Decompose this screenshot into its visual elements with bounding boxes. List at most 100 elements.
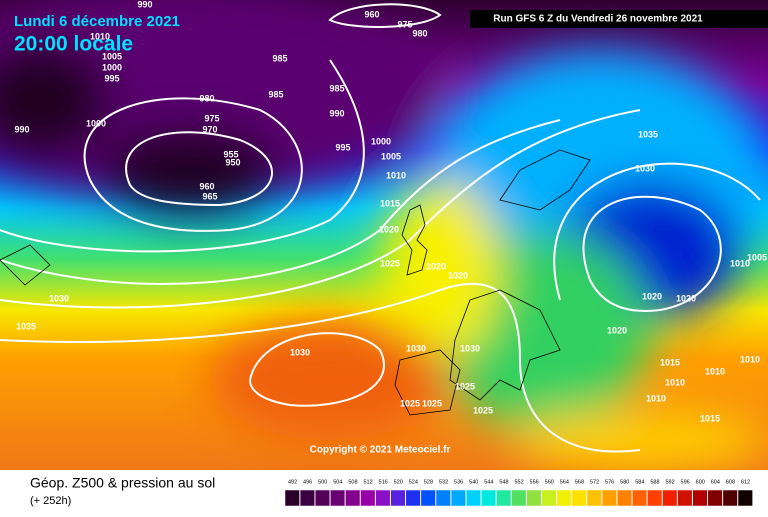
isobar-label: 980 xyxy=(199,93,214,103)
legend-label: 612 xyxy=(741,479,750,485)
legend-swatch xyxy=(481,489,497,507)
legend-swatch xyxy=(707,489,723,507)
copyright: Copyright © 2021 Meteociel.fr xyxy=(310,445,451,456)
legend-label: 516 xyxy=(379,479,388,485)
field-shading xyxy=(0,0,768,470)
coastlines xyxy=(0,149,591,416)
legend-label: 608 xyxy=(726,479,735,485)
legend-swatch xyxy=(556,489,572,507)
legend-label: 560 xyxy=(545,479,554,485)
legend-swatch xyxy=(435,489,451,507)
isobar-label: 985 xyxy=(272,53,287,63)
isobar-label: 990 xyxy=(137,0,152,9)
legend-label: 584 xyxy=(635,479,644,485)
isobar-label: 960 xyxy=(364,9,379,19)
legend-swatch xyxy=(616,489,633,507)
legend-label: 552 xyxy=(514,479,523,485)
legend-label: 568 xyxy=(575,479,584,485)
isobar-label: 990 xyxy=(329,108,344,118)
isobar-label: 1020 xyxy=(607,325,627,335)
isobar-label: 965 xyxy=(202,191,217,201)
isobar-label: 1015 xyxy=(660,357,680,367)
legend-label: 520 xyxy=(394,479,403,485)
isobar-lines xyxy=(0,3,761,453)
legend-swatch xyxy=(511,489,527,507)
isobar-label: 1025 xyxy=(400,398,420,408)
legend-label: 500 xyxy=(318,479,327,485)
isobar-label: 1010 xyxy=(646,393,666,403)
isobar-label: 1000 xyxy=(102,62,122,72)
isobar-label: 1010 xyxy=(740,354,760,364)
isobar-label: 990 xyxy=(14,124,29,134)
legend-label: 504 xyxy=(333,479,342,485)
legend-swatch xyxy=(571,489,587,507)
legend-label: 548 xyxy=(499,479,508,485)
isobar-label: 1015 xyxy=(380,198,400,208)
run-info: Run GFS 6 Z du Vendredi 26 novembre 2021 xyxy=(493,14,703,25)
isobar-label: 1025 xyxy=(422,398,442,408)
legend-label: 544 xyxy=(484,479,493,485)
legend-label: 536 xyxy=(454,479,463,485)
legend-swatch xyxy=(420,489,436,507)
isobar-label: 1020 xyxy=(426,261,446,271)
isobar-label: 1025 xyxy=(455,381,475,391)
legend-swatch xyxy=(737,489,753,507)
legend-label: 592 xyxy=(665,479,674,485)
legend-swatch xyxy=(360,489,376,507)
isobar-label: 1015 xyxy=(700,413,720,423)
legend-label: 524 xyxy=(409,479,418,485)
isobar-label: 1010 xyxy=(730,258,750,268)
legend-label: 580 xyxy=(620,479,629,485)
footer-lead: (+ 252h) xyxy=(30,495,71,507)
footer-title: Géop. Z500 & pression au sol xyxy=(30,475,215,491)
legend-label: 528 xyxy=(424,479,433,485)
legend-swatch xyxy=(375,489,391,507)
isobar-label: 1030 xyxy=(49,293,69,303)
legend-swatch xyxy=(314,489,331,507)
legend-swatch xyxy=(541,489,557,507)
legend-label: 576 xyxy=(605,479,614,485)
isobar-label: 995 xyxy=(104,73,119,83)
time: 20:00 locale xyxy=(14,33,133,56)
legend-swatch xyxy=(465,489,482,507)
legend-swatch xyxy=(526,489,542,507)
isobar-label: 1005 xyxy=(381,151,401,161)
isobar-label: 960 xyxy=(199,181,214,191)
legend-swatch xyxy=(647,489,663,507)
legend-label: 572 xyxy=(590,479,599,485)
isobar-label: 1010 xyxy=(705,366,725,376)
isobar-label: 1030 xyxy=(290,347,310,357)
isobar-label: 955 xyxy=(223,149,238,159)
legend-swatch xyxy=(601,489,617,507)
legend-label: 588 xyxy=(650,479,659,485)
isobar-label: 1025 xyxy=(473,405,493,415)
legend-swatch xyxy=(662,489,678,507)
isobar-label: 995 xyxy=(335,142,350,152)
legend-swatch xyxy=(450,489,466,507)
isobar-label: 1005 xyxy=(102,51,122,61)
isobar-label: 1035 xyxy=(638,129,658,139)
legend-label: 600 xyxy=(696,479,705,485)
isobar-label: 1000 xyxy=(371,136,391,146)
isobar-label: 975 xyxy=(204,113,219,123)
isobar-label: 1030 xyxy=(460,343,480,353)
isobar-label: 1010 xyxy=(665,377,685,387)
isobar-label: 975 xyxy=(397,19,412,29)
isobar-label: 1020 xyxy=(676,293,696,303)
isobar-label: 1035 xyxy=(16,321,36,331)
legend-swatch xyxy=(632,489,648,507)
isobar-label: 970 xyxy=(202,124,217,134)
isobar-label: 950 xyxy=(225,157,240,167)
legend-swatch xyxy=(345,489,361,507)
date: Lundi 6 décembre 2021 xyxy=(14,13,180,30)
legend-label: 564 xyxy=(560,479,569,485)
isobar-label: 1005 xyxy=(747,252,767,262)
legend-swatch xyxy=(330,489,346,507)
isobar-label: 1020 xyxy=(642,291,662,301)
legend-swatch xyxy=(586,489,602,507)
legend-swatch xyxy=(677,489,693,507)
legend-label: 596 xyxy=(681,479,690,485)
isobar-label: 980 xyxy=(412,28,427,38)
isobar-label: 1010 xyxy=(386,170,406,180)
